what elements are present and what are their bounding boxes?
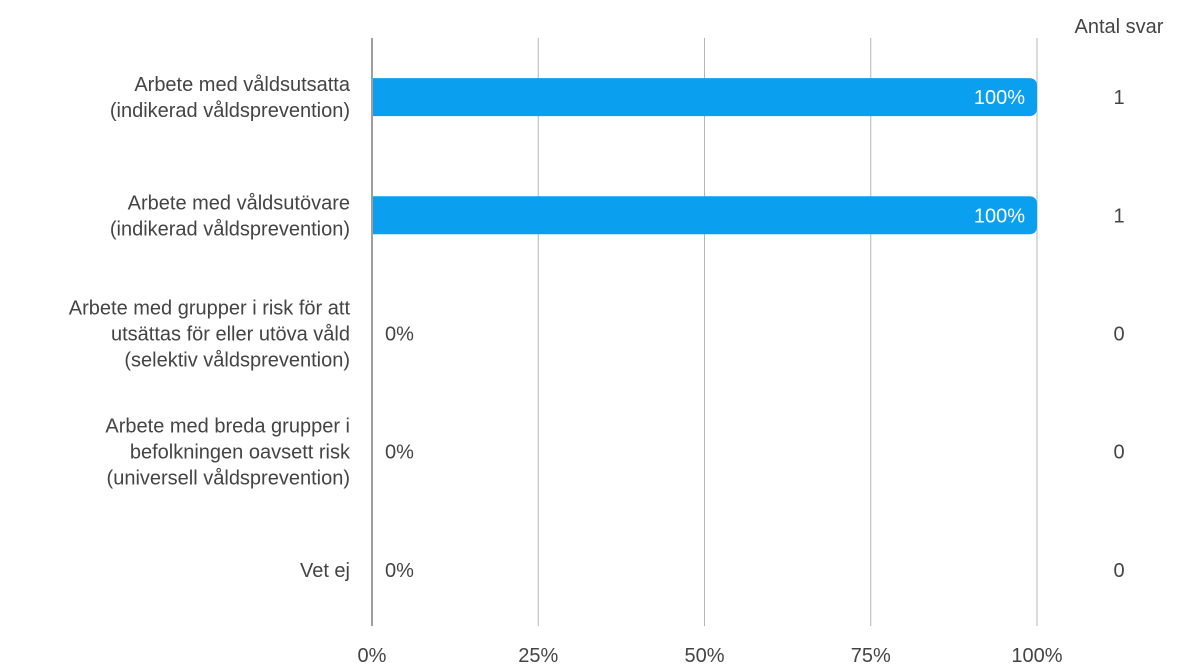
category-label: (indikerad våldsprevention) [110,218,350,240]
category-label: Arbete med våldsutövare [128,192,350,214]
category-label: befolkningen oavsett risk [130,442,351,464]
category-label: (selektiv våldsprevention) [124,350,350,372]
count-label: 0 [1113,560,1124,582]
count-label: 0 [1113,442,1124,464]
count-label: 1 [1113,87,1124,109]
grid-lines [537,38,1038,626]
category-label: (indikerad våldsprevention) [110,100,350,122]
count-labels: 1 1 0 0 0 [1113,87,1124,582]
bar [372,196,1037,235]
category-label: Arbete med grupper i risk för att [69,298,351,320]
category-label: utsättas för eller utöva våld [111,324,350,346]
value-label: 100% [974,87,1025,109]
value-label: 100% [974,205,1025,227]
category-label: Vet ej [300,560,350,582]
bars [372,78,1037,235]
x-tick-label: 75% [851,645,891,664]
value-labels: 100% 100% 0% 0% 0% [385,87,1025,582]
counts-header: Antal svar [1075,16,1164,38]
category-label: Arbete med breda grupper i [105,416,350,438]
category-labels: Arbete med våldsutsatta (indikerad våldsp… [69,74,351,582]
x-tick-label: 25% [518,645,558,664]
value-label: 0% [385,442,414,464]
category-label: (universell våldsprevention) [107,468,350,490]
count-label: 1 [1113,205,1124,227]
category-label: Arbete med våldsutsatta [134,74,351,96]
x-tick-label: 100% [1011,645,1062,664]
x-tick-labels: 0% 25% 50% 75% 100% [358,645,1063,664]
x-tick-label: 0% [358,645,387,664]
x-tick-label: 50% [684,645,724,664]
count-label: 0 [1113,324,1124,346]
bar [372,78,1037,117]
value-label: 0% [385,560,414,582]
value-label: 0% [385,324,414,346]
